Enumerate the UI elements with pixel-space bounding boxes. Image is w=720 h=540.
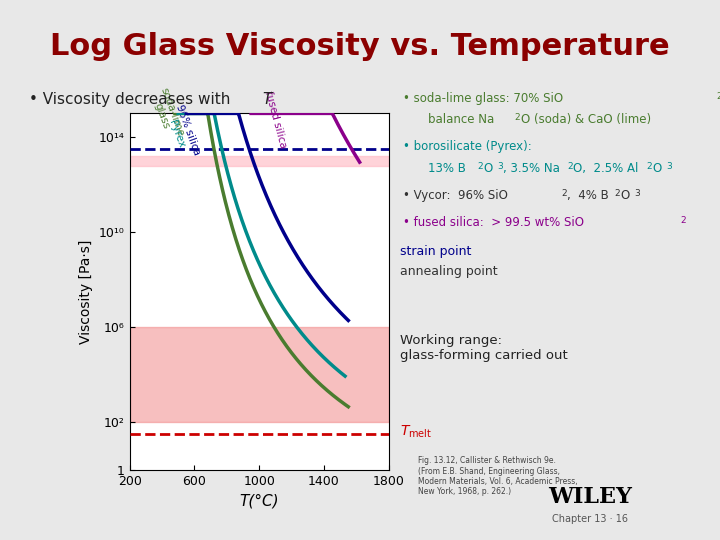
Text: annealing point: annealing point — [400, 265, 498, 278]
Text: T: T — [263, 92, 272, 107]
Text: 2: 2 — [647, 162, 652, 171]
Text: O: O — [652, 162, 662, 175]
Text: O: O — [483, 162, 492, 175]
Text: strain point: strain point — [400, 245, 471, 258]
Text: 2: 2 — [716, 92, 720, 101]
Text: fused silica: fused silica — [263, 90, 288, 149]
Text: O: O — [620, 189, 629, 202]
Bar — [130, 156, 389, 166]
Text: balance Na: balance Na — [428, 113, 495, 126]
Text: 96% silica: 96% silica — [174, 103, 202, 156]
Text: 2: 2 — [562, 189, 567, 198]
Text: 3: 3 — [667, 162, 672, 171]
Text: 3: 3 — [634, 189, 640, 198]
Text: 2: 2 — [614, 189, 620, 198]
Text: • Viscosity decreases with: • Viscosity decreases with — [29, 92, 235, 107]
Text: WILEY: WILEY — [549, 485, 632, 508]
Bar — [130, 327, 389, 422]
Text: 2: 2 — [515, 113, 521, 123]
Text: Fig. 13.12, Callister & Rethwisch 9e.
(From E.B. Shand, Engineering Glass,
Moder: Fig. 13.12, Callister & Rethwisch 9e. (F… — [418, 456, 577, 496]
Text: Chapter 13 · 16: Chapter 13 · 16 — [552, 514, 629, 524]
Text: , 3.5% Na: , 3.5% Na — [503, 162, 560, 175]
Text: Pyrex: Pyrex — [167, 118, 186, 149]
Text: O,  2.5% Al: O, 2.5% Al — [573, 162, 639, 175]
Text: 3: 3 — [498, 162, 503, 171]
Y-axis label: Viscosity [Pa·s]: Viscosity [Pa·s] — [79, 239, 94, 344]
Text: • soda-lime glass: 70% SiO: • soda-lime glass: 70% SiO — [403, 92, 563, 105]
Text: O (soda) & CaO (lime): O (soda) & CaO (lime) — [521, 113, 651, 126]
Text: Log Glass Viscosity vs. Temperature: Log Glass Viscosity vs. Temperature — [50, 32, 670, 62]
Text: • fused silica:  > 99.5 wt% SiO: • fused silica: > 99.5 wt% SiO — [403, 216, 584, 229]
Text: • borosilicate (Pyrex):: • borosilicate (Pyrex): — [403, 140, 532, 153]
Text: 2: 2 — [567, 162, 573, 171]
Text: soda-lime
glass: soda-lime glass — [148, 86, 186, 142]
Text: Working range:
glass-forming carried out: Working range: glass-forming carried out — [400, 334, 567, 362]
Text: ,  4% B: , 4% B — [567, 189, 609, 202]
Text: 2: 2 — [477, 162, 483, 171]
Text: 13% B: 13% B — [428, 162, 467, 175]
Text: $T_{\rm melt}$: $T_{\rm melt}$ — [400, 424, 432, 440]
Text: • Vycor:  96% SiO: • Vycor: 96% SiO — [403, 189, 508, 202]
Text: 2: 2 — [680, 216, 686, 225]
X-axis label: T(°C): T(°C) — [239, 493, 279, 508]
